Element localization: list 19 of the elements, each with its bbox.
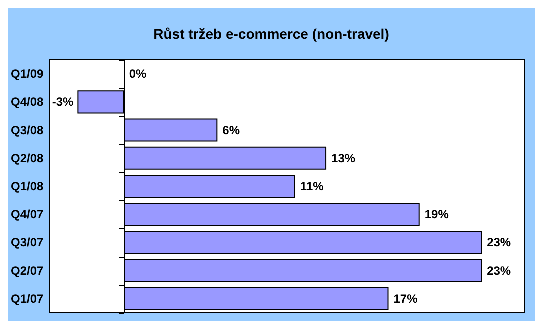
y-tick-label: Q3/07 [10,236,44,250]
data-label: 0% [129,67,148,82]
y-tick-label: Q4/07 [10,208,44,222]
y-tick-label: Q2/08 [10,151,44,166]
data-label: 17% [394,292,418,306]
data-label: 23% [487,236,512,250]
data-label: 23% [487,264,512,278]
y-tick-label: Q1/09 [10,67,44,82]
data-label: 13% [332,151,356,166]
data-label: 6% [222,123,240,138]
data-label: 11% [300,180,324,194]
y-tick-label: Q2/07 [10,264,44,278]
y-tick-label: Q1/08 [10,180,44,194]
y-tick-label: Q4/08 [10,95,44,110]
y-tick-label: Q3/08 [10,123,44,138]
data-label: 19% [424,208,450,222]
data-label: -3% [52,95,74,110]
y-tick-label: Q1/07 [10,292,44,306]
chart-title: Růst tržeb e-commerce (non-travel) [154,26,390,42]
